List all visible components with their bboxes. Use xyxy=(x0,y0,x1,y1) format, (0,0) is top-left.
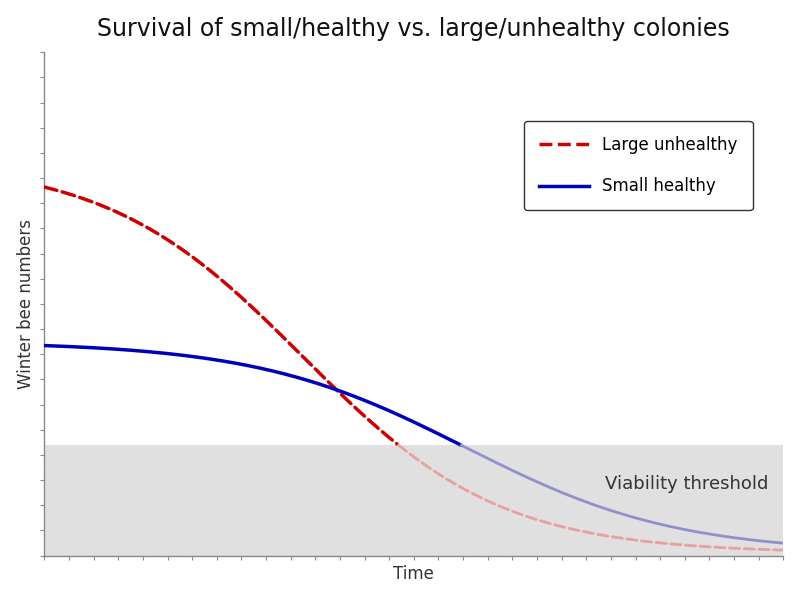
Bar xyxy=(44,445,783,556)
X-axis label: Time: Time xyxy=(394,565,434,583)
Y-axis label: Winter bee numbers: Winter bee numbers xyxy=(17,219,34,389)
Legend: Large unhealthy, Small healthy: Large unhealthy, Small healthy xyxy=(524,121,753,211)
Text: Viability threshold: Viability threshold xyxy=(605,475,769,493)
Title: Survival of small/healthy vs. large/unhealthy colonies: Survival of small/healthy vs. large/unhe… xyxy=(98,17,730,41)
